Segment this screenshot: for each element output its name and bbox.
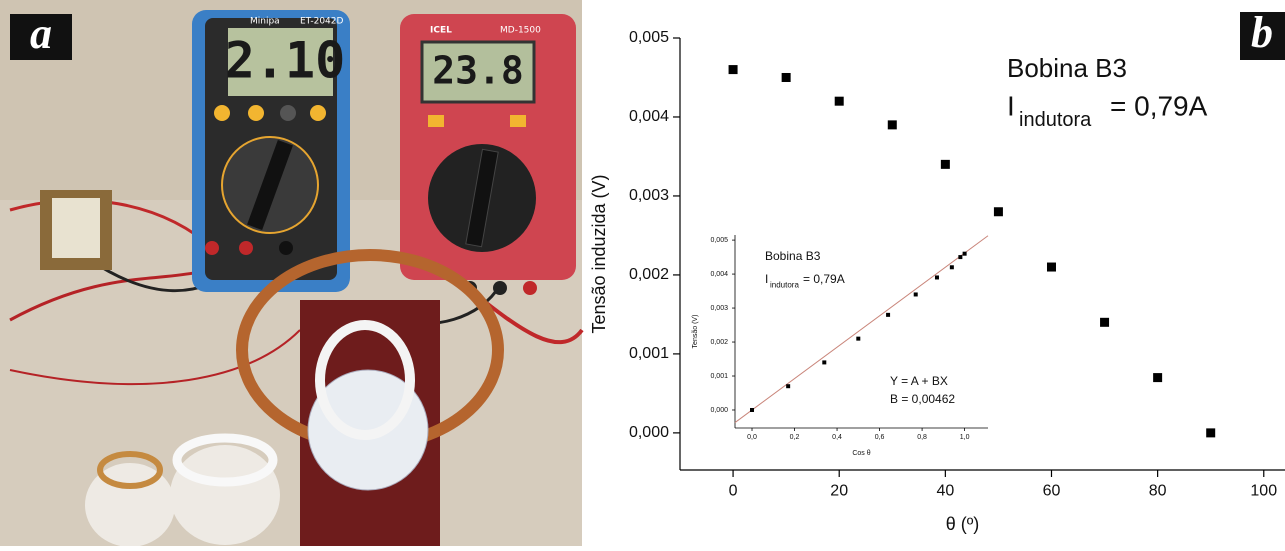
marker <box>1100 317 1110 327</box>
photo: 2.10 Minipa ET-2042D 23.8 ICEL MD-1500 <box>0 0 584 547</box>
y-axis-label: Tensão (V) <box>692 315 699 349</box>
fit-equation: Y = A + BX <box>890 374 948 388</box>
annotation-value: = 0,79A <box>803 272 845 286</box>
marker <box>940 159 950 169</box>
marker <box>822 360 827 365</box>
marker <box>786 384 791 389</box>
x-axis-label: θ (º) <box>946 514 980 534</box>
marker <box>834 96 844 106</box>
wire <box>9 329 301 386</box>
x-tick-label: 0,2 <box>790 434 800 441</box>
marker <box>993 207 1003 217</box>
fit-line <box>734 235 989 423</box>
y-tick-label: 0,005 <box>629 29 669 46</box>
marker <box>750 407 755 412</box>
marker <box>887 120 897 130</box>
y-tick-label: 0,000 <box>710 407 728 414</box>
annotation-symbol: I <box>1007 90 1015 121</box>
lcd-reading: 2.10 <box>225 32 345 90</box>
button <box>510 115 526 127</box>
y-tick-label: 0,002 <box>629 266 669 283</box>
marker <box>856 336 861 341</box>
y-tick-label: 0,005 <box>710 237 728 244</box>
marker <box>949 265 954 270</box>
jack <box>239 241 253 255</box>
marker <box>962 251 967 256</box>
panel-label-box <box>10 14 72 60</box>
lcd-reading: 23.8 <box>432 49 524 93</box>
marker <box>728 65 738 75</box>
y-tick-label: 0,004 <box>629 108 669 125</box>
dial-knob <box>465 148 499 248</box>
ring <box>172 433 278 487</box>
annotation-symbol: I <box>765 272 768 286</box>
jack <box>279 241 293 255</box>
y-tick-label: 0,004 <box>710 271 728 278</box>
x-axis-label: Cos θ <box>852 450 870 457</box>
x-tick-label: 20 <box>830 483 848 500</box>
marker <box>1153 373 1163 383</box>
panel-label: a <box>30 9 52 58</box>
lcd-right <box>420 40 536 104</box>
marker <box>1046 262 1056 272</box>
model: ET-2042D <box>300 17 344 27</box>
lcd-left <box>228 28 333 96</box>
annotation-title: Bobina B3 <box>1007 53 1127 83</box>
jack <box>523 281 537 295</box>
x-tick-label: 0,4 <box>832 434 842 441</box>
y-tick-label: 0,003 <box>710 305 728 312</box>
x-tick-label: 100 <box>1250 483 1277 500</box>
button <box>428 115 444 127</box>
annotation-value: = 0,79A <box>1110 90 1208 121</box>
marker <box>781 72 791 82</box>
y-axis-label: Tensão induzida (V) <box>589 174 609 333</box>
button <box>280 105 296 121</box>
brand: ICEL <box>430 26 452 36</box>
x-tick-label: 80 <box>1149 483 1167 500</box>
x-tick-label: 0,6 <box>875 434 885 441</box>
x-tick-label: 1,0 <box>960 434 970 441</box>
brand: Minipa <box>250 17 280 27</box>
dial-knob <box>247 139 293 231</box>
marker <box>934 275 939 280</box>
jack <box>205 241 219 255</box>
marker <box>958 255 963 260</box>
x-tick-label: 60 <box>1043 483 1061 500</box>
marker <box>886 312 891 317</box>
transformer-label <box>52 198 100 258</box>
x-tick-label: 0,8 <box>917 434 927 441</box>
panel-label: b <box>1251 8 1273 57</box>
y-tick-label: 0,001 <box>629 345 669 362</box>
x-tick-label: 40 <box>936 483 954 500</box>
panel-label-box <box>1240 12 1285 60</box>
button <box>214 105 230 121</box>
y-tick-label: 0,000 <box>629 424 669 441</box>
marker <box>1206 428 1216 438</box>
y-tick-label: 0,002 <box>710 339 728 346</box>
y-tick-label: 0,001 <box>710 373 728 380</box>
x-tick-label: 0 <box>729 483 738 500</box>
button <box>310 105 326 121</box>
y-tick-label: 0,003 <box>629 187 669 204</box>
annotation-subscript: indutora <box>770 281 799 290</box>
model: MD-1500 <box>500 26 541 36</box>
annotation-subscript: indutora <box>1019 109 1092 131</box>
annotation-title: Bobina B3 <box>765 249 821 263</box>
jack <box>493 281 507 295</box>
ring <box>97 451 163 489</box>
fit-slope: B = 0,00462 <box>890 392 955 406</box>
inner-coil <box>315 320 415 440</box>
ring-base <box>170 445 280 545</box>
x-tick-label: 0,0 <box>747 434 757 441</box>
button <box>248 105 264 121</box>
marker <box>913 292 918 297</box>
